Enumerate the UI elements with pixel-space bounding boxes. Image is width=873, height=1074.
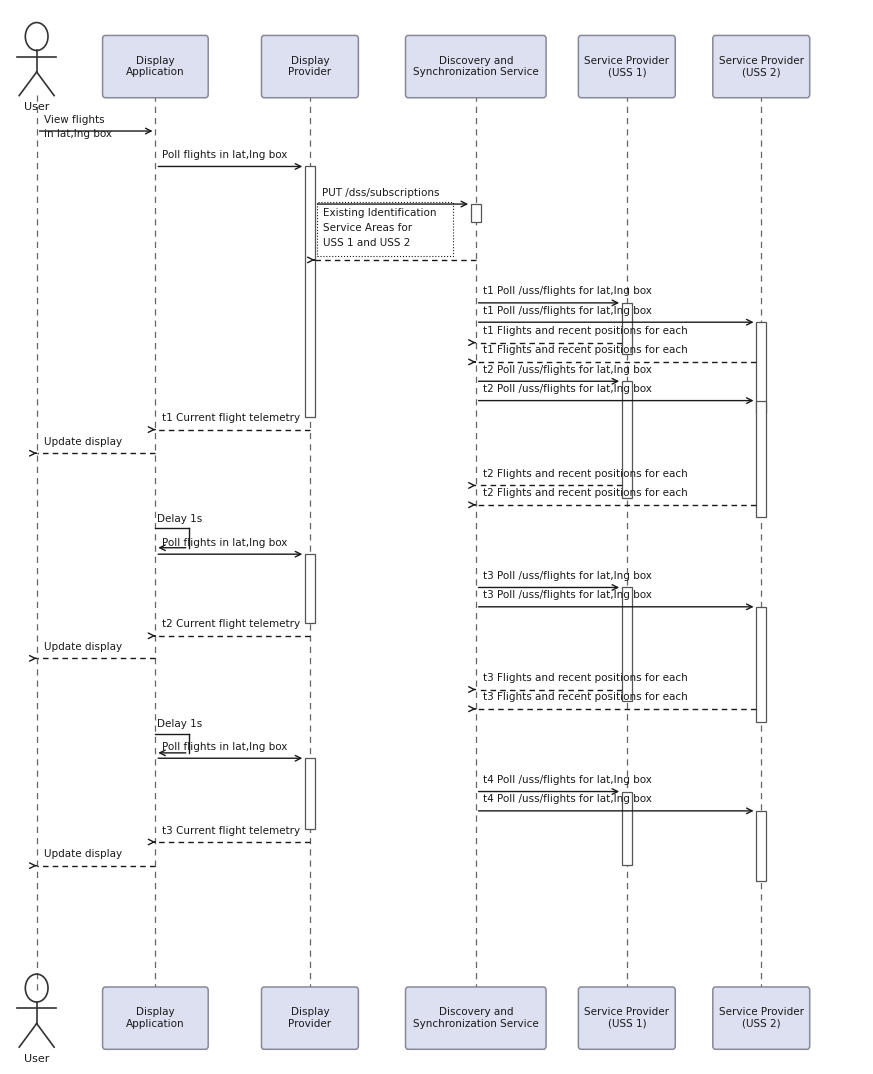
Text: Service Provider
(USS 2): Service Provider (USS 2)	[718, 56, 804, 77]
Text: View flights: View flights	[44, 115, 104, 125]
Bar	[756, 322, 766, 413]
Text: t1 Flights and recent positions for each: t1 Flights and recent positions for each	[483, 326, 688, 336]
Text: Update display: Update display	[44, 437, 121, 447]
Text: Display
Application: Display Application	[126, 56, 185, 77]
FancyBboxPatch shape	[262, 987, 358, 1049]
FancyBboxPatch shape	[103, 35, 209, 98]
FancyBboxPatch shape	[712, 987, 810, 1049]
FancyBboxPatch shape	[578, 35, 676, 98]
Text: Service Provider
(USS 1): Service Provider (USS 1)	[584, 1007, 670, 1029]
Text: Existing Identification: Existing Identification	[323, 208, 436, 218]
Text: t2 Current flight telemetry: t2 Current flight telemetry	[162, 620, 300, 629]
Bar	[306, 554, 314, 623]
Text: Update display: Update display	[44, 850, 121, 859]
Text: t1 Poll /uss/flights for lat,lng box: t1 Poll /uss/flights for lat,lng box	[483, 287, 651, 296]
Text: User: User	[24, 1054, 50, 1063]
Text: t4 Poll /uss/flights for lat,lng box: t4 Poll /uss/flights for lat,lng box	[483, 775, 651, 785]
Text: t1 Flights and recent positions for each: t1 Flights and recent positions for each	[483, 346, 688, 355]
Text: t3 Poll /uss/flights for lat,lng box: t3 Poll /uss/flights for lat,lng box	[483, 591, 651, 600]
Text: t3 Flights and recent positions for each: t3 Flights and recent positions for each	[483, 693, 688, 702]
FancyBboxPatch shape	[405, 35, 546, 98]
Text: Delay 1s: Delay 1s	[157, 720, 203, 729]
Text: t2 Flights and recent positions for each: t2 Flights and recent positions for each	[483, 469, 688, 479]
FancyBboxPatch shape	[103, 987, 209, 1049]
Text: Discovery and
Synchronization Service: Discovery and Synchronization Service	[413, 1007, 539, 1029]
Text: t3 Flights and recent positions for each: t3 Flights and recent positions for each	[483, 673, 688, 683]
Text: Update display: Update display	[44, 642, 121, 652]
Bar	[306, 166, 314, 417]
Text: Delay 1s: Delay 1s	[157, 514, 203, 524]
Text: Display
Provider: Display Provider	[288, 56, 332, 77]
Bar	[622, 587, 632, 701]
FancyBboxPatch shape	[262, 35, 358, 98]
Text: User: User	[24, 102, 50, 112]
Bar	[622, 303, 632, 354]
Text: PUT /dss/subscriptions: PUT /dss/subscriptions	[321, 188, 439, 198]
Bar	[756, 811, 766, 881]
FancyBboxPatch shape	[578, 987, 676, 1049]
Text: t1 Current flight telemetry: t1 Current flight telemetry	[162, 413, 300, 423]
Text: t3 Current flight telemetry: t3 Current flight telemetry	[162, 826, 300, 836]
FancyBboxPatch shape	[318, 202, 452, 256]
Text: Poll flights in lat,lng box: Poll flights in lat,lng box	[162, 742, 288, 752]
Text: USS 1 and USS 2: USS 1 and USS 2	[323, 238, 410, 248]
Bar	[306, 758, 314, 829]
Text: Service Areas for: Service Areas for	[323, 223, 412, 233]
Text: t2 Poll /uss/flights for lat,lng box: t2 Poll /uss/flights for lat,lng box	[483, 384, 651, 394]
Text: Display
Provider: Display Provider	[288, 1007, 332, 1029]
Text: Poll flights in lat,lng box: Poll flights in lat,lng box	[162, 538, 288, 548]
Bar	[471, 204, 481, 222]
Text: Service Provider
(USS 1): Service Provider (USS 1)	[584, 56, 670, 77]
FancyBboxPatch shape	[405, 987, 546, 1049]
Text: t2 Flights and recent positions for each: t2 Flights and recent positions for each	[483, 489, 688, 498]
Text: t1 Poll /uss/flights for lat,lng box: t1 Poll /uss/flights for lat,lng box	[483, 306, 651, 316]
Text: Display
Application: Display Application	[126, 1007, 185, 1029]
Text: Discovery and
Synchronization Service: Discovery and Synchronization Service	[413, 56, 539, 77]
Text: Poll flights in lat,lng box: Poll flights in lat,lng box	[162, 150, 288, 160]
Text: Service Provider
(USS 2): Service Provider (USS 2)	[718, 1007, 804, 1029]
Bar	[756, 607, 766, 722]
FancyBboxPatch shape	[712, 35, 810, 98]
Text: t2 Poll /uss/flights for lat,lng box: t2 Poll /uss/flights for lat,lng box	[483, 365, 651, 375]
Bar	[622, 381, 632, 498]
Text: t4 Poll /uss/flights for lat,lng box: t4 Poll /uss/flights for lat,lng box	[483, 795, 651, 804]
Bar	[756, 401, 766, 517]
Bar	[622, 792, 632, 865]
Text: t3 Poll /uss/flights for lat,lng box: t3 Poll /uss/flights for lat,lng box	[483, 571, 651, 581]
Text: in lat,lng box: in lat,lng box	[44, 129, 112, 139]
